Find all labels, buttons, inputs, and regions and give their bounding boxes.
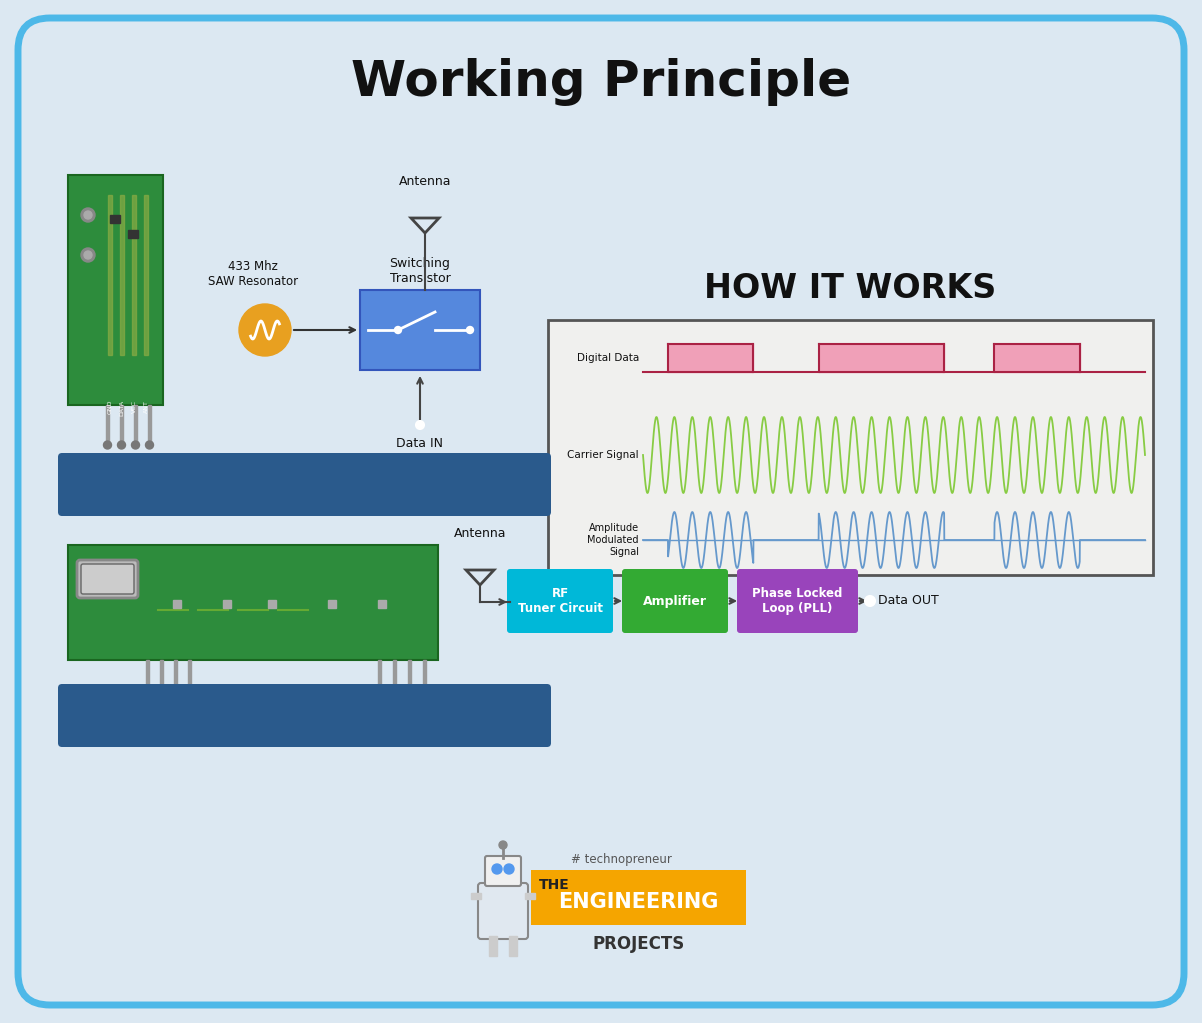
Bar	[525, 893, 535, 899]
Circle shape	[394, 326, 401, 333]
Text: ENGINEERING: ENGINEERING	[558, 891, 719, 911]
FancyBboxPatch shape	[58, 453, 551, 516]
Circle shape	[466, 326, 474, 333]
FancyBboxPatch shape	[531, 870, 746, 925]
Text: THE: THE	[538, 878, 570, 892]
Circle shape	[499, 841, 507, 849]
Text: 433 Mhz Transmitter Module: 433 Mhz Transmitter Module	[93, 472, 517, 497]
Text: Working Principle: Working Principle	[351, 58, 851, 106]
Circle shape	[143, 700, 153, 710]
Bar	[132, 195, 136, 355]
Circle shape	[118, 441, 125, 449]
Text: RF
Tuner Circuit: RF Tuner Circuit	[518, 587, 602, 615]
Text: Antenna: Antenna	[453, 527, 506, 540]
Bar	[148, 405, 151, 445]
Bar	[127, 230, 138, 238]
FancyBboxPatch shape	[81, 564, 133, 594]
Bar	[188, 660, 191, 705]
FancyBboxPatch shape	[69, 545, 438, 660]
Bar	[423, 660, 426, 705]
Circle shape	[239, 304, 291, 356]
Text: HOW IT WORKS: HOW IT WORKS	[704, 272, 996, 305]
Bar	[144, 195, 148, 355]
Circle shape	[504, 864, 514, 874]
Text: # technopreneur: # technopreneur	[571, 853, 672, 866]
Text: Amplitude
Modulated
Signal: Amplitude Modulated Signal	[588, 524, 639, 557]
Bar	[471, 893, 481, 899]
Circle shape	[375, 700, 385, 710]
Circle shape	[492, 864, 502, 874]
Text: 433 Mhz Receiver Module: 433 Mhz Receiver Module	[114, 703, 495, 728]
Text: Carrier Signal: Carrier Signal	[567, 450, 639, 460]
Bar	[328, 601, 337, 608]
Circle shape	[131, 441, 139, 449]
Bar	[173, 601, 182, 608]
Bar	[133, 405, 137, 445]
FancyBboxPatch shape	[18, 18, 1184, 1005]
Bar	[393, 660, 395, 705]
Text: GND: GND	[107, 400, 113, 414]
Text: Phase Locked
Loop (PLL): Phase Locked Loop (PLL)	[752, 587, 843, 615]
Bar	[108, 195, 112, 355]
Bar	[819, 344, 945, 372]
Bar	[160, 660, 163, 705]
Circle shape	[184, 700, 195, 710]
Text: Antenna: Antenna	[399, 175, 451, 188]
Text: 433 Mhz
SAW Resonator: 433 Mhz SAW Resonator	[208, 260, 298, 288]
Bar	[377, 660, 381, 705]
Circle shape	[389, 700, 399, 710]
FancyBboxPatch shape	[69, 175, 163, 405]
FancyBboxPatch shape	[507, 569, 613, 633]
Circle shape	[156, 700, 167, 710]
Circle shape	[103, 441, 112, 449]
Text: Data OUT: Data OUT	[877, 594, 939, 608]
Text: Digital Data: Digital Data	[577, 353, 639, 363]
Circle shape	[145, 441, 154, 449]
Text: ANT: ANT	[143, 400, 149, 413]
Bar	[668, 344, 754, 372]
FancyBboxPatch shape	[478, 883, 528, 939]
Bar	[407, 660, 411, 705]
Circle shape	[84, 211, 93, 219]
FancyBboxPatch shape	[484, 856, 520, 886]
Text: VCC: VCC	[131, 400, 137, 413]
Bar	[377, 601, 386, 608]
Circle shape	[416, 421, 424, 429]
Bar	[224, 601, 231, 608]
FancyBboxPatch shape	[58, 684, 551, 747]
Text: Amplifier: Amplifier	[643, 594, 707, 608]
FancyBboxPatch shape	[548, 320, 1153, 575]
Text: Data IN: Data IN	[397, 437, 444, 450]
FancyBboxPatch shape	[77, 560, 138, 598]
Text: PROJECTS: PROJECTS	[593, 935, 685, 953]
Bar	[145, 660, 149, 705]
FancyBboxPatch shape	[621, 569, 728, 633]
Circle shape	[81, 208, 95, 222]
Bar	[106, 405, 109, 445]
Bar	[120, 405, 123, 445]
Circle shape	[81, 248, 95, 262]
Circle shape	[405, 700, 415, 710]
FancyBboxPatch shape	[361, 290, 480, 370]
FancyBboxPatch shape	[737, 569, 858, 633]
Circle shape	[865, 596, 875, 606]
Bar	[120, 195, 124, 355]
Bar	[994, 344, 1079, 372]
Circle shape	[171, 700, 180, 710]
Text: DATA: DATA	[119, 400, 125, 416]
Bar	[268, 601, 276, 608]
Circle shape	[419, 700, 429, 710]
Bar	[111, 215, 120, 223]
Bar	[489, 936, 496, 957]
Circle shape	[84, 251, 93, 259]
Bar	[174, 660, 177, 705]
Bar	[508, 936, 517, 957]
Text: Switching
Transistor: Switching Transistor	[389, 257, 451, 285]
